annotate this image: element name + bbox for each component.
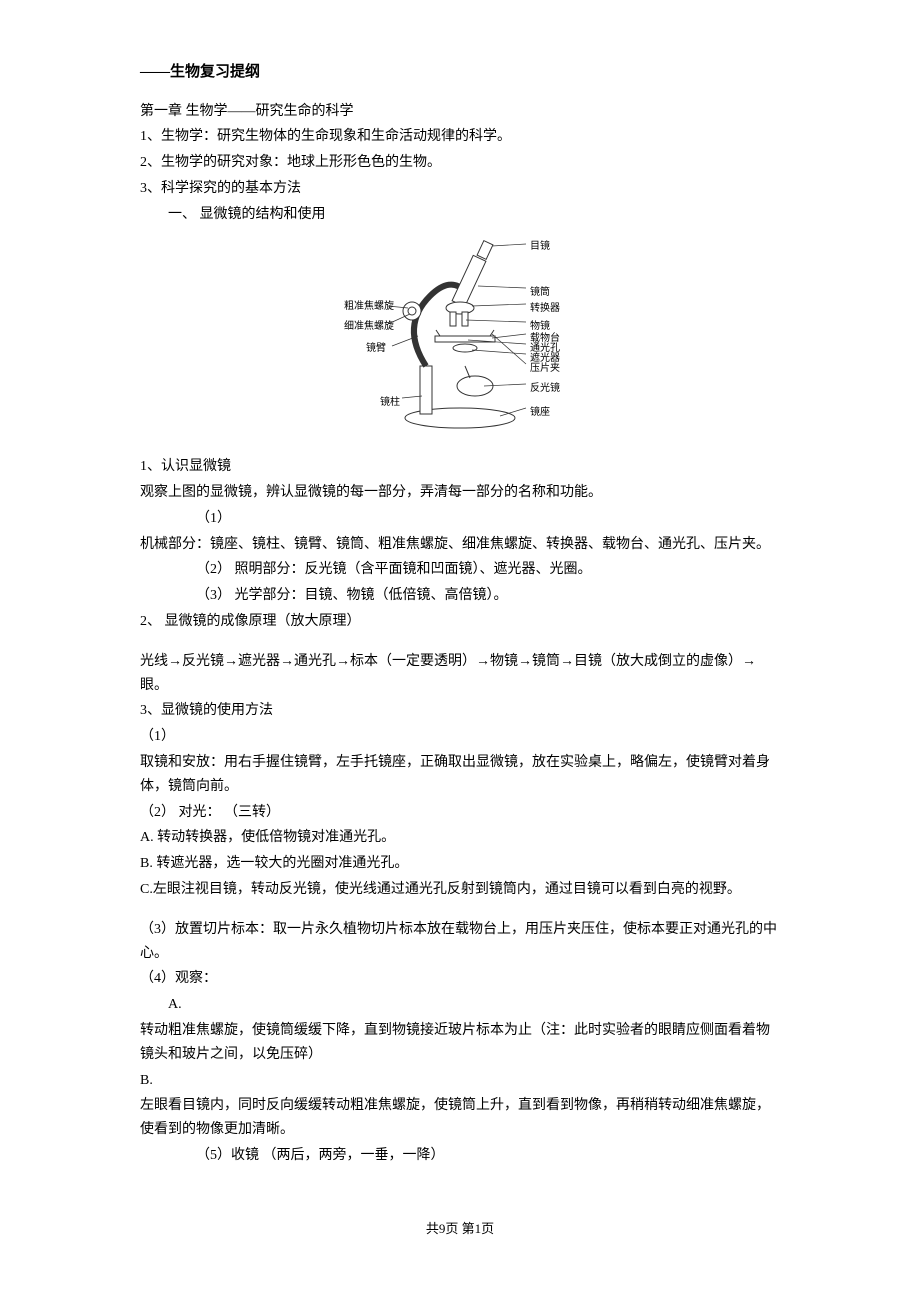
sub3-4b-text: 左眼看目镜内，同时反向缓缓转动粗准焦螺旋，使镜筒上升，直到看到物像，再稍稍转动细… [140,1094,780,1142]
label-revolver: 转换器 [530,300,560,317]
sub2-heading: 2、 显微镜的成像原理（放大原理） [140,610,780,634]
sub3-4b-label: B. [140,1069,780,1093]
line-research-object: 2、生物学的研究对象：地球上形形色色的生物。 [140,151,780,175]
item1-text: 机械部分：镜座、镜柱、镜臂、镜筒、粗准焦螺旋、细准焦螺旋、转换器、载物台、通光孔… [140,533,780,557]
sub1-heading: 1、认识显微镜 [140,455,780,479]
label-eyepiece: 目镜 [530,238,550,255]
label-tube: 镜筒 [530,284,550,301]
sub3-5: （5）收镜 （两后，两旁，一垂，一降） [140,1144,780,1168]
sub3-heading: 3、显微镜的使用方法 [140,699,780,723]
microscope-diagram-container: 粗准焦螺旋 细准焦螺旋 镜臂 镜柱 目镜 镜筒 转换器 物镜 载物台 通光孔 遮… [140,236,780,445]
label-arm: 镜臂 [366,340,386,357]
sub3-4a-text: 转动粗准焦螺旋，使镜筒缓缓下降，直到物镜接近玻片标本为止（注：此时实验者的眼睛应… [140,1019,780,1067]
microscope-diagram: 粗准焦螺旋 细准焦螺旋 镜臂 镜柱 目镜 镜筒 转换器 物镜 载物台 通光孔 遮… [350,236,570,436]
sub3-3: （3）放置切片标本：取一片永久植物切片标本放在载物台上，用压片夹压住，使标本要正… [140,918,780,966]
sub3-1-label: （1） [140,725,780,749]
sub3-2c: C.左眼注视目镜，转动反光镜，使光线通过通光孔反射到镜筒内，通过目镜可以看到白亮… [140,878,780,902]
sub2-text: 光线→反光镜→遮光器→通光孔→标本（一定要透明）→物镜→镜筒→目镜（放大成倒立的… [140,650,780,698]
label-coarse-knob: 粗准焦螺旋 [344,298,394,315]
sub3-4: （4）观察： [140,967,780,991]
label-clip: 压片夹 [530,360,560,377]
page-footer: 共9页 第1页 [140,1218,780,1240]
label-pillar: 镜柱 [380,394,400,411]
line-biology-def: 1、生物学：研究生物体的生命现象和生命活动规律的科学。 [140,125,780,149]
sub3-2: （2） 对光： （三转） [140,801,780,825]
label-fine-knob: 细准焦螺旋 [344,318,394,335]
chapter-heading: 第一章 生物学——研究生命的科学 [140,100,780,124]
label-base: 镜座 [530,404,550,421]
item2: （2） 照明部分：反光镜（含平面镜和凹面镜）、遮光器、光圈。 [140,558,780,582]
sub1-text: 观察上图的显微镜，辨认显微镜的每一部分，弄清每一部分的名称和功能。 [140,481,780,505]
item3: （3） 光学部分：目镜、物镜（低倍镜、高倍镜）。 [140,584,780,608]
label-mirror: 反光镜 [530,380,560,397]
line-methods: 3、科学探究的的基本方法 [140,177,780,201]
sub3-2b: B. 转遮光器，选一较大的光圈对准通光孔。 [140,852,780,876]
item1-label: （1） [140,507,780,531]
section-microscope-heading: 一、 显微镜的结构和使用 [140,203,780,227]
sub3-1-text: 取镜和安放：用右手握住镜臂，左手托镜座，正确取出显微镜，放在实验桌上，略偏左，使… [140,751,780,799]
sub3-2a: A. 转动转换器，使低倍物镜对准通光孔。 [140,826,780,850]
sub3-4a-label: A. [140,993,780,1017]
document-title: ——生物复习提纲 [140,60,780,86]
